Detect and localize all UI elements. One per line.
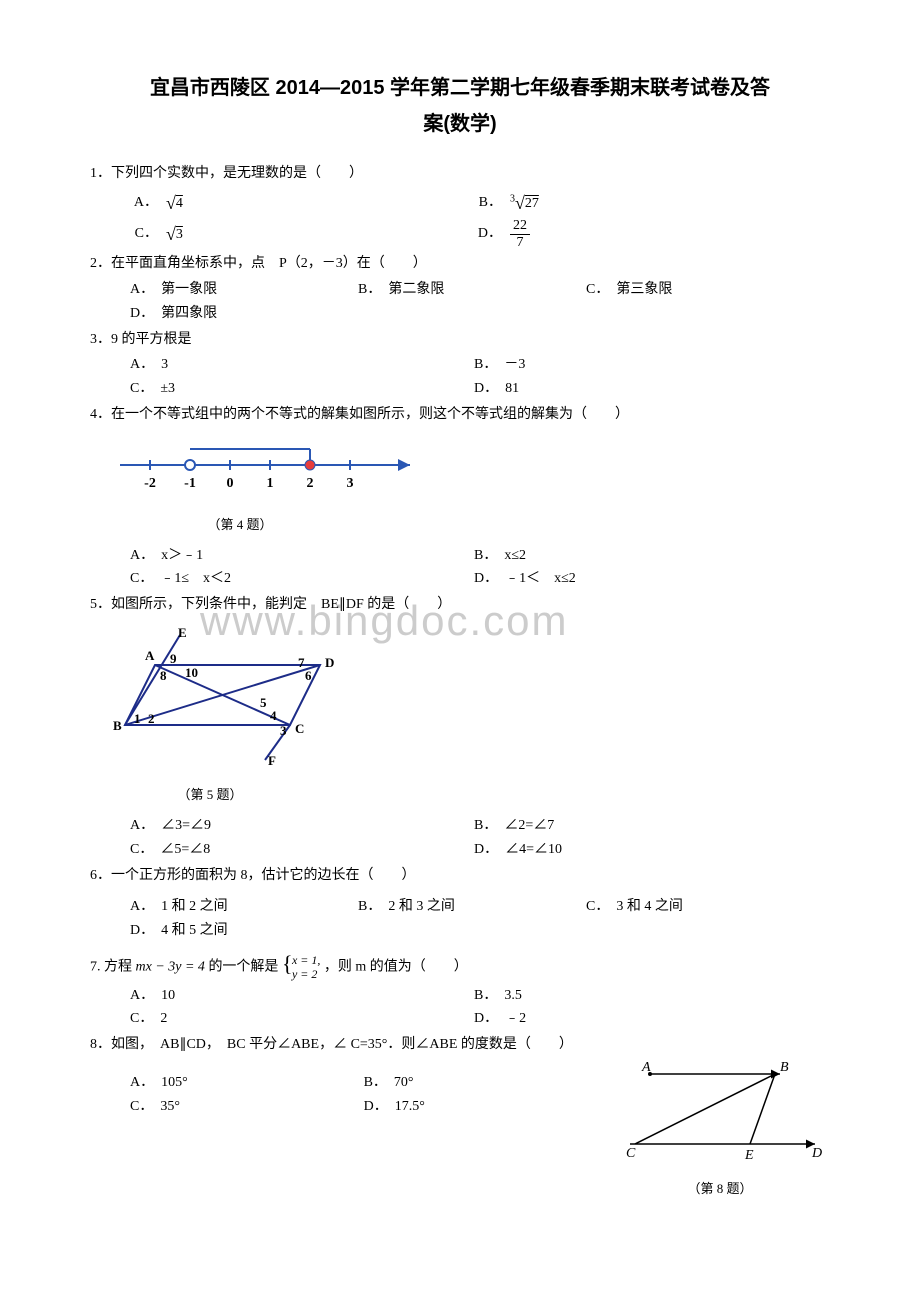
q4-optD: D． ﹣1＜ x≤2 (474, 567, 810, 591)
q5-optC: C． ∠5=∠8 (130, 838, 466, 862)
q7-equation: mx − 3y = 4 (136, 960, 205, 975)
svg-text:10: 10 (185, 665, 198, 680)
svg-text:5: 5 (260, 695, 267, 710)
q5-optB: B． ∠2=∠7 (474, 814, 810, 838)
q1-optB-label: B． (474, 191, 510, 215)
q5-diagram-svg: A B C D E F 9 10 8 1 2 4 3 5 6 7 (110, 625, 350, 775)
q8-optD: D． 17.5° (364, 1095, 590, 1119)
q2-optC: C． 第三象限 (586, 278, 756, 302)
q6-optD: D． 4 和 5 之间 (130, 919, 228, 943)
q2-optD: D． 第四象限 (130, 302, 217, 326)
q1-optB-text: 3√27 (510, 188, 539, 219)
title-line-2: 案(数学) (90, 106, 830, 142)
question-1: 1．下列四个实数中，是无理数的是（ ） A． √4 B． 3√27 C． √3 … (90, 162, 830, 250)
q7-stem: 7. 方程 mx − 3y = 4 的一个解是 x = 1, y = 2 ，则 … (90, 953, 830, 982)
svg-text:D: D (325, 655, 334, 670)
svg-text:3: 3 (347, 476, 354, 491)
svg-text:B: B (780, 1060, 789, 1075)
q1-optC-text: √3 (166, 219, 183, 250)
q4-figure: -2 -1 0 1 2 3 （第 4 题） (110, 435, 830, 536)
svg-text:-2: -2 (144, 476, 156, 491)
svg-text:E: E (744, 1148, 754, 1163)
svg-text:7: 7 (298, 655, 305, 670)
q8-optA: A． 105° (130, 1071, 356, 1095)
q4-optC: C． ﹣1≤ x＜2 (130, 567, 466, 591)
title-line-1: 宜昌市西陵区 2014—2015 学年第二学期七年级春季期末联考试卷及答 (90, 70, 830, 106)
q1-optA-label: A． (130, 191, 166, 215)
svg-text:2: 2 (307, 476, 314, 491)
q6-optA: A． 1 和 2 之间 (130, 895, 350, 919)
svg-text:A: A (641, 1060, 651, 1075)
q7-stem-prefix: 7. 方程 (90, 960, 136, 975)
q1-stem: 1．下列四个实数中，是无理数的是（ ） (90, 162, 830, 186)
svg-text:9: 9 (170, 651, 177, 666)
q6-optC: C． 3 和 4 之间 (586, 895, 756, 919)
q6-stem: 6．一个正方形的面积为 8，估计它的边长在（ ） (90, 864, 830, 888)
svg-text:-1: -1 (184, 476, 196, 491)
q4-optA: A． x＞﹣1 (130, 544, 466, 568)
number-line-svg: -2 -1 0 1 2 3 (110, 435, 430, 505)
q3-optC: C． ±3 (130, 377, 466, 401)
q7-optA: A． 10 (130, 984, 466, 1008)
q7-optD: D． ﹣2 (474, 1007, 810, 1031)
q1-optD-label: D． (474, 222, 510, 246)
svg-text:D: D (811, 1146, 822, 1161)
q2-stem: 2．在平面直角坐标系中，点 P（2，－3）在（ ） (90, 252, 830, 276)
question-3: 3．9 的平方根是 A． 3 B． －3 C． ±3 D． 81 (90, 328, 830, 401)
q7-optC: C． 2 (130, 1007, 466, 1031)
q5-optD: D． ∠4=∠10 (474, 838, 810, 862)
svg-text:4: 4 (270, 708, 277, 723)
q3-optD: D． 81 (474, 377, 810, 401)
svg-text:1: 1 (134, 711, 141, 726)
q1-optA-text: √4 (166, 188, 183, 219)
q5-caption: （第 5 题） (110, 784, 310, 806)
q8-figure: A B C D E （第 8 题） (620, 1059, 830, 1200)
svg-text:F: F (268, 753, 276, 768)
q3-optB: B． －3 (474, 353, 810, 377)
svg-text:2: 2 (148, 711, 155, 726)
q1-optC-label: C． (130, 222, 166, 246)
q2-optA: A． 第一象限 (130, 278, 350, 302)
q5-figure: A B C D E F 9 10 8 1 2 4 3 5 6 7 （第 5 题） (110, 625, 830, 806)
q8-stem: 8．如图， AB∥CD， BC 平分∠ABE，∠ C=35°．则∠ABE 的度数… (90, 1033, 830, 1057)
svg-text:8: 8 (160, 668, 167, 683)
svg-text:C: C (626, 1146, 636, 1161)
q4-caption: （第 4 题） (110, 514, 370, 536)
q5-stem: 5．如图所示，下列条件中，能判定 BE∥DF 的是（ ） (90, 593, 830, 617)
q5-optA: A． ∠3=∠9 (130, 814, 466, 838)
question-6: 6．一个正方形的面积为 8，估计它的边长在（ ） A． 1 和 2 之间 B． … (90, 864, 830, 943)
svg-text:A: A (145, 648, 155, 663)
svg-text:1: 1 (267, 476, 274, 491)
svg-text:0: 0 (227, 476, 234, 491)
q7-stem-mid: 的一个解是 (205, 960, 282, 975)
q8-optB: B． 70° (364, 1071, 590, 1095)
q1-optD-text: 227 (510, 218, 530, 250)
question-5: www.bingdoc.com 5．如图所示，下列条件中，能判定 BE∥DF 的… (90, 593, 830, 861)
svg-text:E: E (178, 625, 187, 640)
q3-stem: 3．9 的平方根是 (90, 328, 830, 352)
q4-optB: B． x≤2 (474, 544, 810, 568)
svg-text:3: 3 (280, 723, 287, 738)
svg-text:6: 6 (305, 668, 312, 683)
q2-optB: B． 第二象限 (358, 278, 578, 302)
q3-optA: A． 3 (130, 353, 466, 377)
question-4: 4．在一个不等式组中的两个不等式的解集如图所示，则这个不等式组的解集为（ ） -… (90, 403, 830, 591)
q4-stem: 4．在一个不等式组中的两个不等式的解集如图所示，则这个不等式组的解集为（ ） (90, 403, 830, 427)
q8-diagram-svg: A B C D E (620, 1059, 830, 1169)
q8-optC: C． 35° (130, 1095, 356, 1119)
q7-optB: B． 3.5 (474, 984, 810, 1008)
question-2: 2．在平面直角坐标系中，点 P（2，－3）在（ ） A． 第一象限 B． 第二象… (90, 252, 830, 325)
svg-text:C: C (295, 721, 304, 736)
svg-text:B: B (113, 718, 122, 733)
q6-optB: B． 2 和 3 之间 (358, 895, 578, 919)
question-8: 8．如图， AB∥CD， BC 平分∠ABE，∠ C=35°．则∠ABE 的度数… (90, 1033, 830, 1208)
question-7: 7. 方程 mx − 3y = 4 的一个解是 x = 1, y = 2 ，则 … (90, 953, 830, 1031)
q7-stem-suffix: ，则 m 的值为（ ） (324, 960, 468, 975)
page-title: 宜昌市西陵区 2014—2015 学年第二学期七年级春季期末联考试卷及答 案(数… (90, 70, 830, 142)
q8-caption: （第 8 题） (620, 1178, 820, 1200)
q7-system: x = 1, y = 2 (282, 953, 320, 982)
